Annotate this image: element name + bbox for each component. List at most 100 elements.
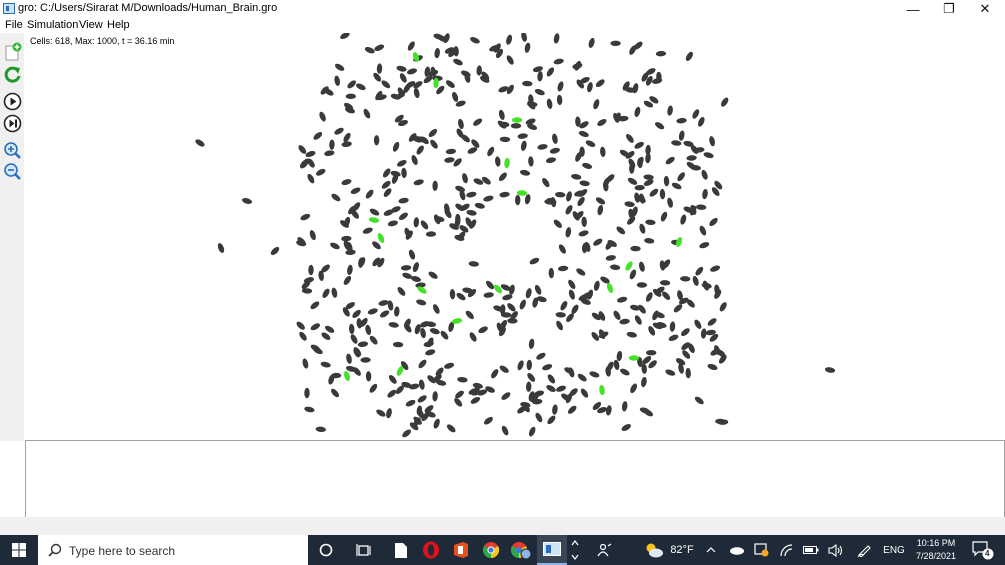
status-strip xyxy=(0,517,1005,535)
cell xyxy=(451,318,463,324)
cell xyxy=(476,65,482,76)
tray-security[interactable] xyxy=(750,535,772,565)
minimize-button[interactable]: — xyxy=(906,1,920,17)
cell xyxy=(379,310,390,318)
reload-button[interactable] xyxy=(3,65,22,84)
cell xyxy=(425,231,437,237)
cortana-button[interactable] xyxy=(312,535,340,565)
cell xyxy=(544,199,555,205)
clock-time: 10:16 PM xyxy=(916,538,956,548)
restore-button[interactable]: ❐ xyxy=(943,1,955,16)
taskbar-chrome-profile[interactable] xyxy=(507,535,535,565)
chrome-profile-icon xyxy=(510,542,532,559)
cell xyxy=(433,374,442,383)
tray-onedrive[interactable] xyxy=(725,535,747,565)
cell xyxy=(416,145,424,155)
cell xyxy=(424,66,431,77)
cell xyxy=(542,178,550,188)
cell xyxy=(321,264,330,273)
cell xyxy=(588,37,595,48)
cell xyxy=(613,310,621,320)
cell xyxy=(376,63,383,74)
cell xyxy=(517,133,528,139)
cell xyxy=(566,191,572,202)
taskbar-chrome[interactable] xyxy=(477,535,505,565)
cell xyxy=(605,255,616,261)
cell xyxy=(606,283,614,293)
clock[interactable]: 10:16 PM 7/28/2021 xyxy=(906,537,966,563)
cell xyxy=(648,326,656,336)
cell xyxy=(372,257,381,267)
taskbar-notepad[interactable] xyxy=(387,535,415,565)
cell xyxy=(417,395,427,403)
cell xyxy=(313,347,323,355)
taskbar-opera[interactable] xyxy=(417,535,445,565)
zoom-in-button[interactable] xyxy=(3,141,22,160)
task-view-button[interactable] xyxy=(350,535,378,565)
close-button[interactable]: ✕ xyxy=(979,1,991,16)
cell xyxy=(520,140,527,151)
menu-simulation[interactable]: Simulation xyxy=(27,19,79,31)
taskbar-office[interactable] xyxy=(447,535,475,565)
cell xyxy=(497,120,507,129)
output-console[interactable] xyxy=(25,440,1005,519)
cell xyxy=(453,46,459,57)
people-button[interactable] xyxy=(592,535,618,565)
cell xyxy=(455,185,466,192)
taskbar-gro-app[interactable] xyxy=(537,535,567,565)
cell xyxy=(510,123,522,129)
cell xyxy=(329,139,335,150)
tray-volume[interactable] xyxy=(825,535,847,565)
language-indicator[interactable]: ENG xyxy=(879,535,909,565)
start-button[interactable] xyxy=(0,535,38,565)
cell xyxy=(499,365,509,373)
step-button[interactable] xyxy=(3,114,22,133)
cell xyxy=(347,80,357,89)
tray-network[interactable] xyxy=(776,535,798,565)
cell xyxy=(584,241,591,252)
cell xyxy=(390,170,401,177)
cell xyxy=(381,180,391,189)
notification-button[interactable]: 4 xyxy=(968,535,998,565)
menu-help[interactable]: Help xyxy=(107,19,130,31)
cell xyxy=(304,406,315,413)
cell xyxy=(548,267,555,279)
cell xyxy=(415,282,426,288)
play-button[interactable] xyxy=(3,92,22,111)
cell xyxy=(412,52,420,62)
menu-file[interactable]: File xyxy=(5,19,23,31)
zoom-out-button[interactable] xyxy=(3,162,22,181)
cell xyxy=(528,338,535,349)
cell xyxy=(525,381,532,392)
cell xyxy=(711,187,720,197)
reload-icon xyxy=(4,66,21,83)
cell xyxy=(638,304,646,314)
cell xyxy=(629,304,641,311)
cell xyxy=(681,328,690,336)
cell xyxy=(577,373,587,382)
cell xyxy=(387,389,397,398)
cell xyxy=(358,257,364,268)
new-file-button[interactable] xyxy=(3,42,22,61)
cell xyxy=(625,261,633,271)
weather-widget[interactable]: 82°F xyxy=(640,535,698,565)
taskbar-search[interactable]: Type here to search xyxy=(38,535,308,565)
cell xyxy=(552,133,558,144)
cell xyxy=(566,313,574,323)
cell xyxy=(436,379,447,386)
taskbar-scroll[interactable] xyxy=(568,535,582,565)
cell xyxy=(565,393,573,404)
new-file-icon xyxy=(5,42,22,61)
cell xyxy=(466,209,477,216)
tray-overflow[interactable] xyxy=(702,535,720,565)
cell xyxy=(677,290,683,301)
cell xyxy=(521,33,527,42)
cell xyxy=(455,203,465,212)
simulation-canvas[interactable]: Cells: 618, Max: 1000, t = 36.16 min xyxy=(25,33,1005,438)
cell xyxy=(407,41,415,51)
tray-battery[interactable] xyxy=(800,535,822,565)
cell xyxy=(405,399,416,407)
cell xyxy=(718,354,727,364)
menu-view[interactable]: View xyxy=(79,19,103,31)
tray-pen[interactable] xyxy=(853,535,875,565)
